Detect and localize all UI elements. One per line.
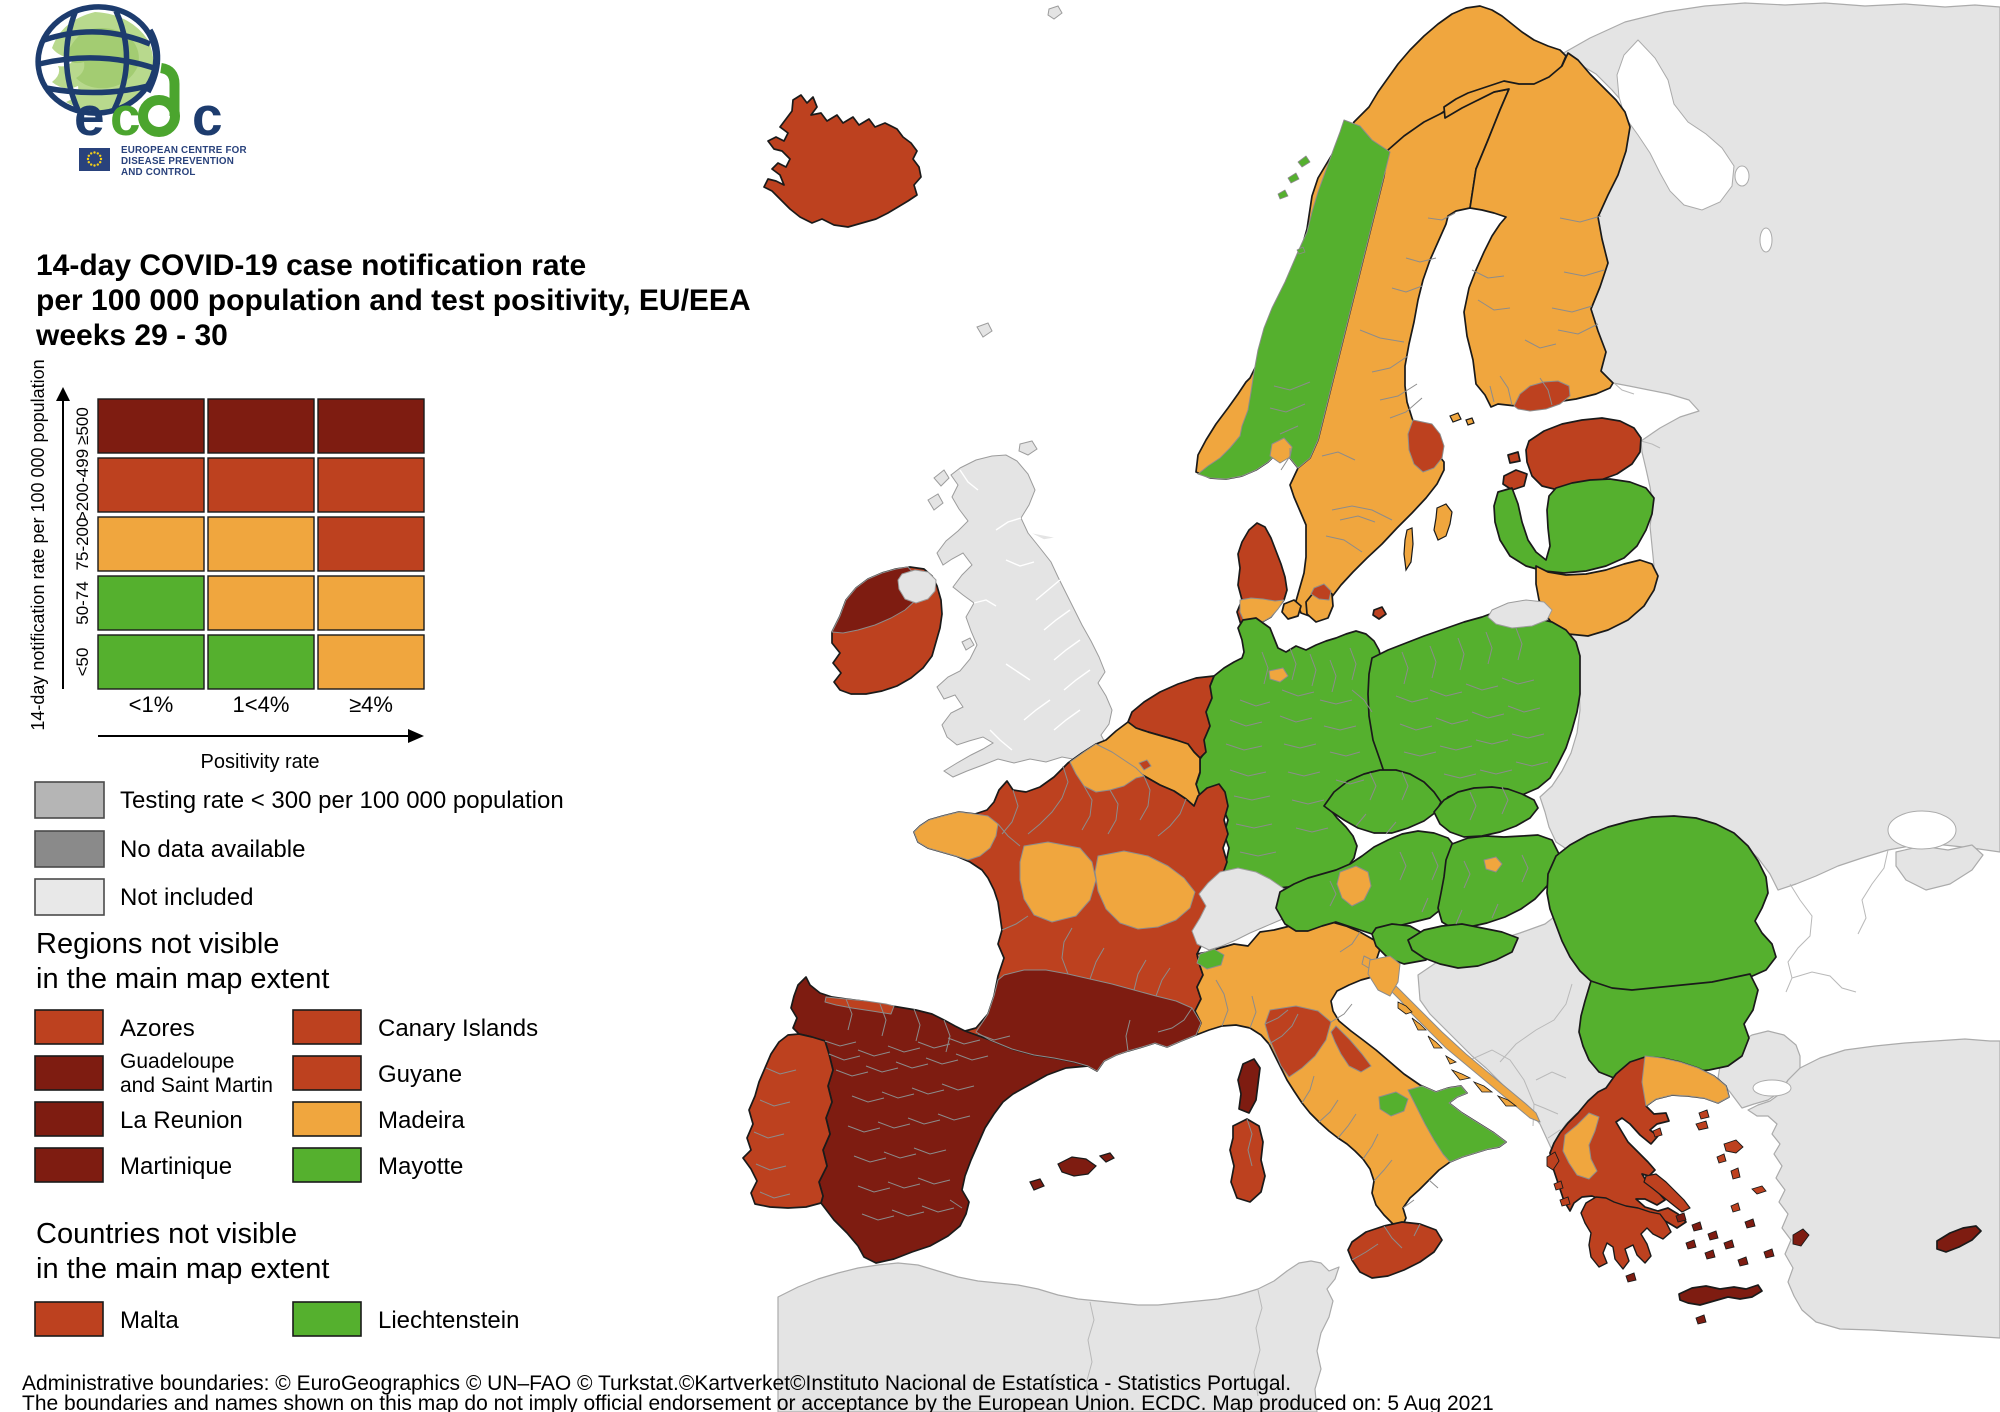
svg-text:Testing rate < 300 per 100 000: Testing rate < 300 per 100 000 populatio… — [120, 787, 564, 814]
svg-text:c: c — [110, 85, 141, 147]
svg-text:No data available: No data available — [120, 836, 305, 863]
svg-text:in the main map extent: in the main map extent — [36, 1253, 329, 1285]
svg-text:AND CONTROL: AND CONTROL — [121, 167, 196, 178]
svg-text:1<4%: 1<4% — [233, 692, 290, 717]
svg-text:DISEASE PREVENTION: DISEASE PREVENTION — [121, 156, 234, 167]
svg-text:Countries not visible: Countries not visible — [36, 1218, 297, 1250]
svg-text:Canary Islands: Canary Islands — [378, 1015, 538, 1042]
svg-text:weeks 29 - 30: weeks 29 - 30 — [35, 319, 228, 352]
svg-text:Positivity rate: Positivity rate — [201, 751, 320, 773]
svg-text:Azores: Azores — [120, 1015, 195, 1042]
svg-text:Regions not visible: Regions not visible — [36, 928, 279, 960]
svg-text:c: c — [192, 85, 223, 147]
svg-text:Administrative boundaries: © E: Administrative boundaries: © EuroGeograp… — [22, 1372, 1291, 1395]
svg-text:<1%: <1% — [129, 692, 174, 717]
svg-text:The boundaries and names shown: The boundaries and names shown on this m… — [22, 1392, 1494, 1412]
svg-text:Madeira: Madeira — [378, 1107, 465, 1134]
svg-text:≥500: ≥500 — [73, 407, 92, 445]
svg-text:50-74: 50-74 — [73, 581, 92, 624]
svg-text:≥4%: ≥4% — [349, 692, 393, 717]
svg-text:<50: <50 — [73, 648, 92, 677]
svg-text:Mayotte: Mayotte — [378, 1153, 463, 1180]
svg-text:per 100 000 population and tes: per 100 000 population and test positivi… — [36, 284, 751, 317]
svg-text:in the main map extent: in the main map extent — [36, 963, 329, 995]
svg-text:Guyane: Guyane — [378, 1061, 462, 1088]
svg-text:75-200: 75-200 — [73, 518, 92, 571]
svg-text:e: e — [74, 85, 105, 147]
svg-text:Liechtenstein: Liechtenstein — [378, 1307, 519, 1334]
svg-text:Not included: Not included — [120, 884, 253, 911]
svg-text:14-day COVID-19 case notificat: 14-day COVID-19 case notification rate — [36, 249, 586, 282]
svg-text:La Reunion: La Reunion — [120, 1107, 243, 1134]
svg-text:14-day notification rate per 1: 14-day notification rate per 100 000 pop… — [28, 359, 48, 730]
svg-text:Malta: Malta — [120, 1307, 179, 1334]
svg-text:EUROPEAN CENTRE FOR: EUROPEAN CENTRE FOR — [121, 145, 247, 156]
svg-text:>200-499: >200-499 — [73, 449, 92, 521]
svg-text:Martinique: Martinique — [120, 1153, 232, 1180]
svg-text:Guadeloupe: Guadeloupe — [120, 1050, 234, 1073]
svg-text:and Saint Martin: and Saint Martin — [120, 1074, 273, 1097]
